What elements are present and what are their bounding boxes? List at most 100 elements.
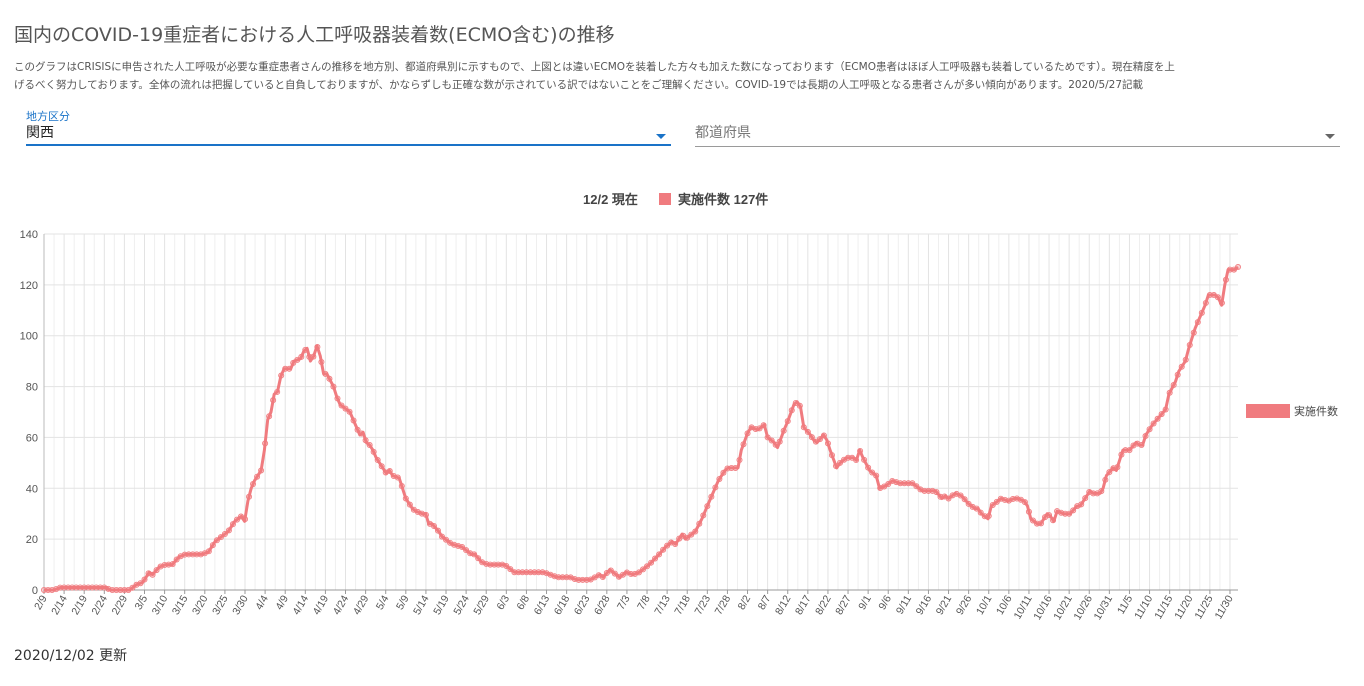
last-updated: 2020/12/02 更新	[14, 648, 128, 664]
data-point	[41, 586, 48, 593]
data-point	[310, 353, 317, 360]
dropdown-arrow-icon[interactable]	[1325, 134, 1335, 139]
data-point	[1029, 517, 1036, 524]
data-point	[736, 457, 743, 464]
data-point	[69, 584, 76, 591]
x-tick-label: 10/16	[1031, 593, 1055, 622]
data-point	[121, 586, 128, 593]
data-point	[487, 561, 494, 568]
data-point	[286, 365, 293, 372]
data-point	[438, 533, 445, 540]
data-point	[921, 487, 928, 494]
data-point	[1062, 510, 1069, 517]
x-tick-label: 4/24	[331, 593, 352, 617]
data-point	[885, 481, 892, 488]
data-point	[346, 408, 353, 415]
data-point	[246, 493, 253, 500]
data-point	[282, 365, 289, 372]
data-point	[205, 548, 212, 555]
data-point	[1102, 476, 1109, 483]
data-point	[1126, 447, 1133, 454]
data-point	[302, 346, 309, 353]
data-point	[973, 505, 980, 512]
data-point	[250, 481, 257, 488]
data-point	[394, 474, 401, 481]
description-line-2: げるべく努力しております。全体の流れは把握していると自負しておりますが、かならず…	[14, 79, 1144, 91]
data-point	[764, 434, 771, 441]
data-point	[1021, 499, 1028, 506]
data-point	[89, 584, 96, 591]
x-tick-label: 10/26	[1072, 593, 1096, 622]
data-point	[1098, 488, 1105, 495]
data-point	[225, 527, 232, 534]
data-point	[857, 447, 864, 454]
prefecture-select-placeholder[interactable]: 都道府県	[695, 125, 751, 141]
x-tick-label: 7/8	[635, 593, 653, 612]
data-point	[788, 407, 795, 414]
data-point	[290, 359, 297, 366]
data-point	[1194, 319, 1201, 326]
x-tick-label: 6/28	[592, 593, 613, 617]
data-point	[772, 441, 779, 448]
data-point	[77, 584, 84, 591]
data-point	[672, 540, 679, 547]
region-select-value[interactable]: 関西	[26, 125, 54, 141]
x-tick-label: 11/25	[1192, 593, 1215, 621]
data-point	[696, 520, 703, 527]
x-tick-label: 11/15	[1152, 593, 1175, 621]
data-point	[1158, 411, 1165, 418]
data-point	[579, 576, 586, 583]
data-point	[402, 495, 409, 502]
data-point	[366, 442, 373, 449]
x-tick-label: 8/2	[736, 593, 754, 612]
x-tick-label: 8/7	[756, 593, 774, 612]
data-point	[73, 584, 80, 591]
x-tick-label: 2/19	[69, 593, 90, 617]
y-tick-label: 20	[26, 534, 38, 546]
data-point	[209, 542, 216, 549]
data-point	[378, 463, 385, 470]
data-point	[266, 413, 273, 420]
data-point	[1202, 299, 1209, 306]
data-point	[1082, 495, 1089, 502]
x-tick-label: 3/25	[210, 593, 231, 617]
data-point	[957, 492, 964, 499]
data-point	[1226, 266, 1233, 273]
x-tick-label: 6/18	[552, 593, 573, 617]
data-point	[338, 402, 345, 409]
data-point	[97, 584, 104, 591]
data-point	[756, 425, 763, 432]
x-tick-label: 4/4	[253, 593, 271, 612]
data-point	[262, 440, 269, 447]
data-point	[712, 484, 719, 491]
data-point	[1170, 382, 1177, 389]
region-select[interactable]: 地方区分 関西	[26, 108, 671, 146]
data-point	[523, 569, 530, 576]
data-point	[294, 356, 301, 363]
data-point	[515, 569, 522, 576]
data-point	[471, 551, 478, 558]
data-point	[861, 456, 868, 463]
data-point	[443, 536, 450, 543]
data-point	[845, 454, 852, 461]
prefecture-select[interactable]: 都道府県	[695, 120, 1340, 147]
data-point	[1142, 433, 1149, 440]
region-select-label: 地方区分	[26, 110, 70, 123]
data-point	[1114, 464, 1121, 471]
data-point	[760, 422, 767, 429]
data-point	[1090, 490, 1097, 497]
x-tick-label: 2/24	[89, 593, 110, 617]
y-tick-label: 60	[26, 432, 38, 444]
data-point	[1070, 507, 1077, 514]
data-point	[278, 372, 285, 379]
data-point	[274, 388, 281, 395]
data-point	[1106, 469, 1113, 476]
x-tick-label: 5/14	[411, 593, 432, 617]
x-tick-label: 6/13	[532, 593, 553, 617]
dropdown-arrow-icon[interactable]	[656, 134, 666, 139]
x-tick-label: 7/28	[713, 593, 734, 617]
data-point	[652, 555, 659, 562]
data-point	[820, 432, 827, 439]
data-point	[298, 353, 305, 360]
data-point	[961, 496, 968, 503]
